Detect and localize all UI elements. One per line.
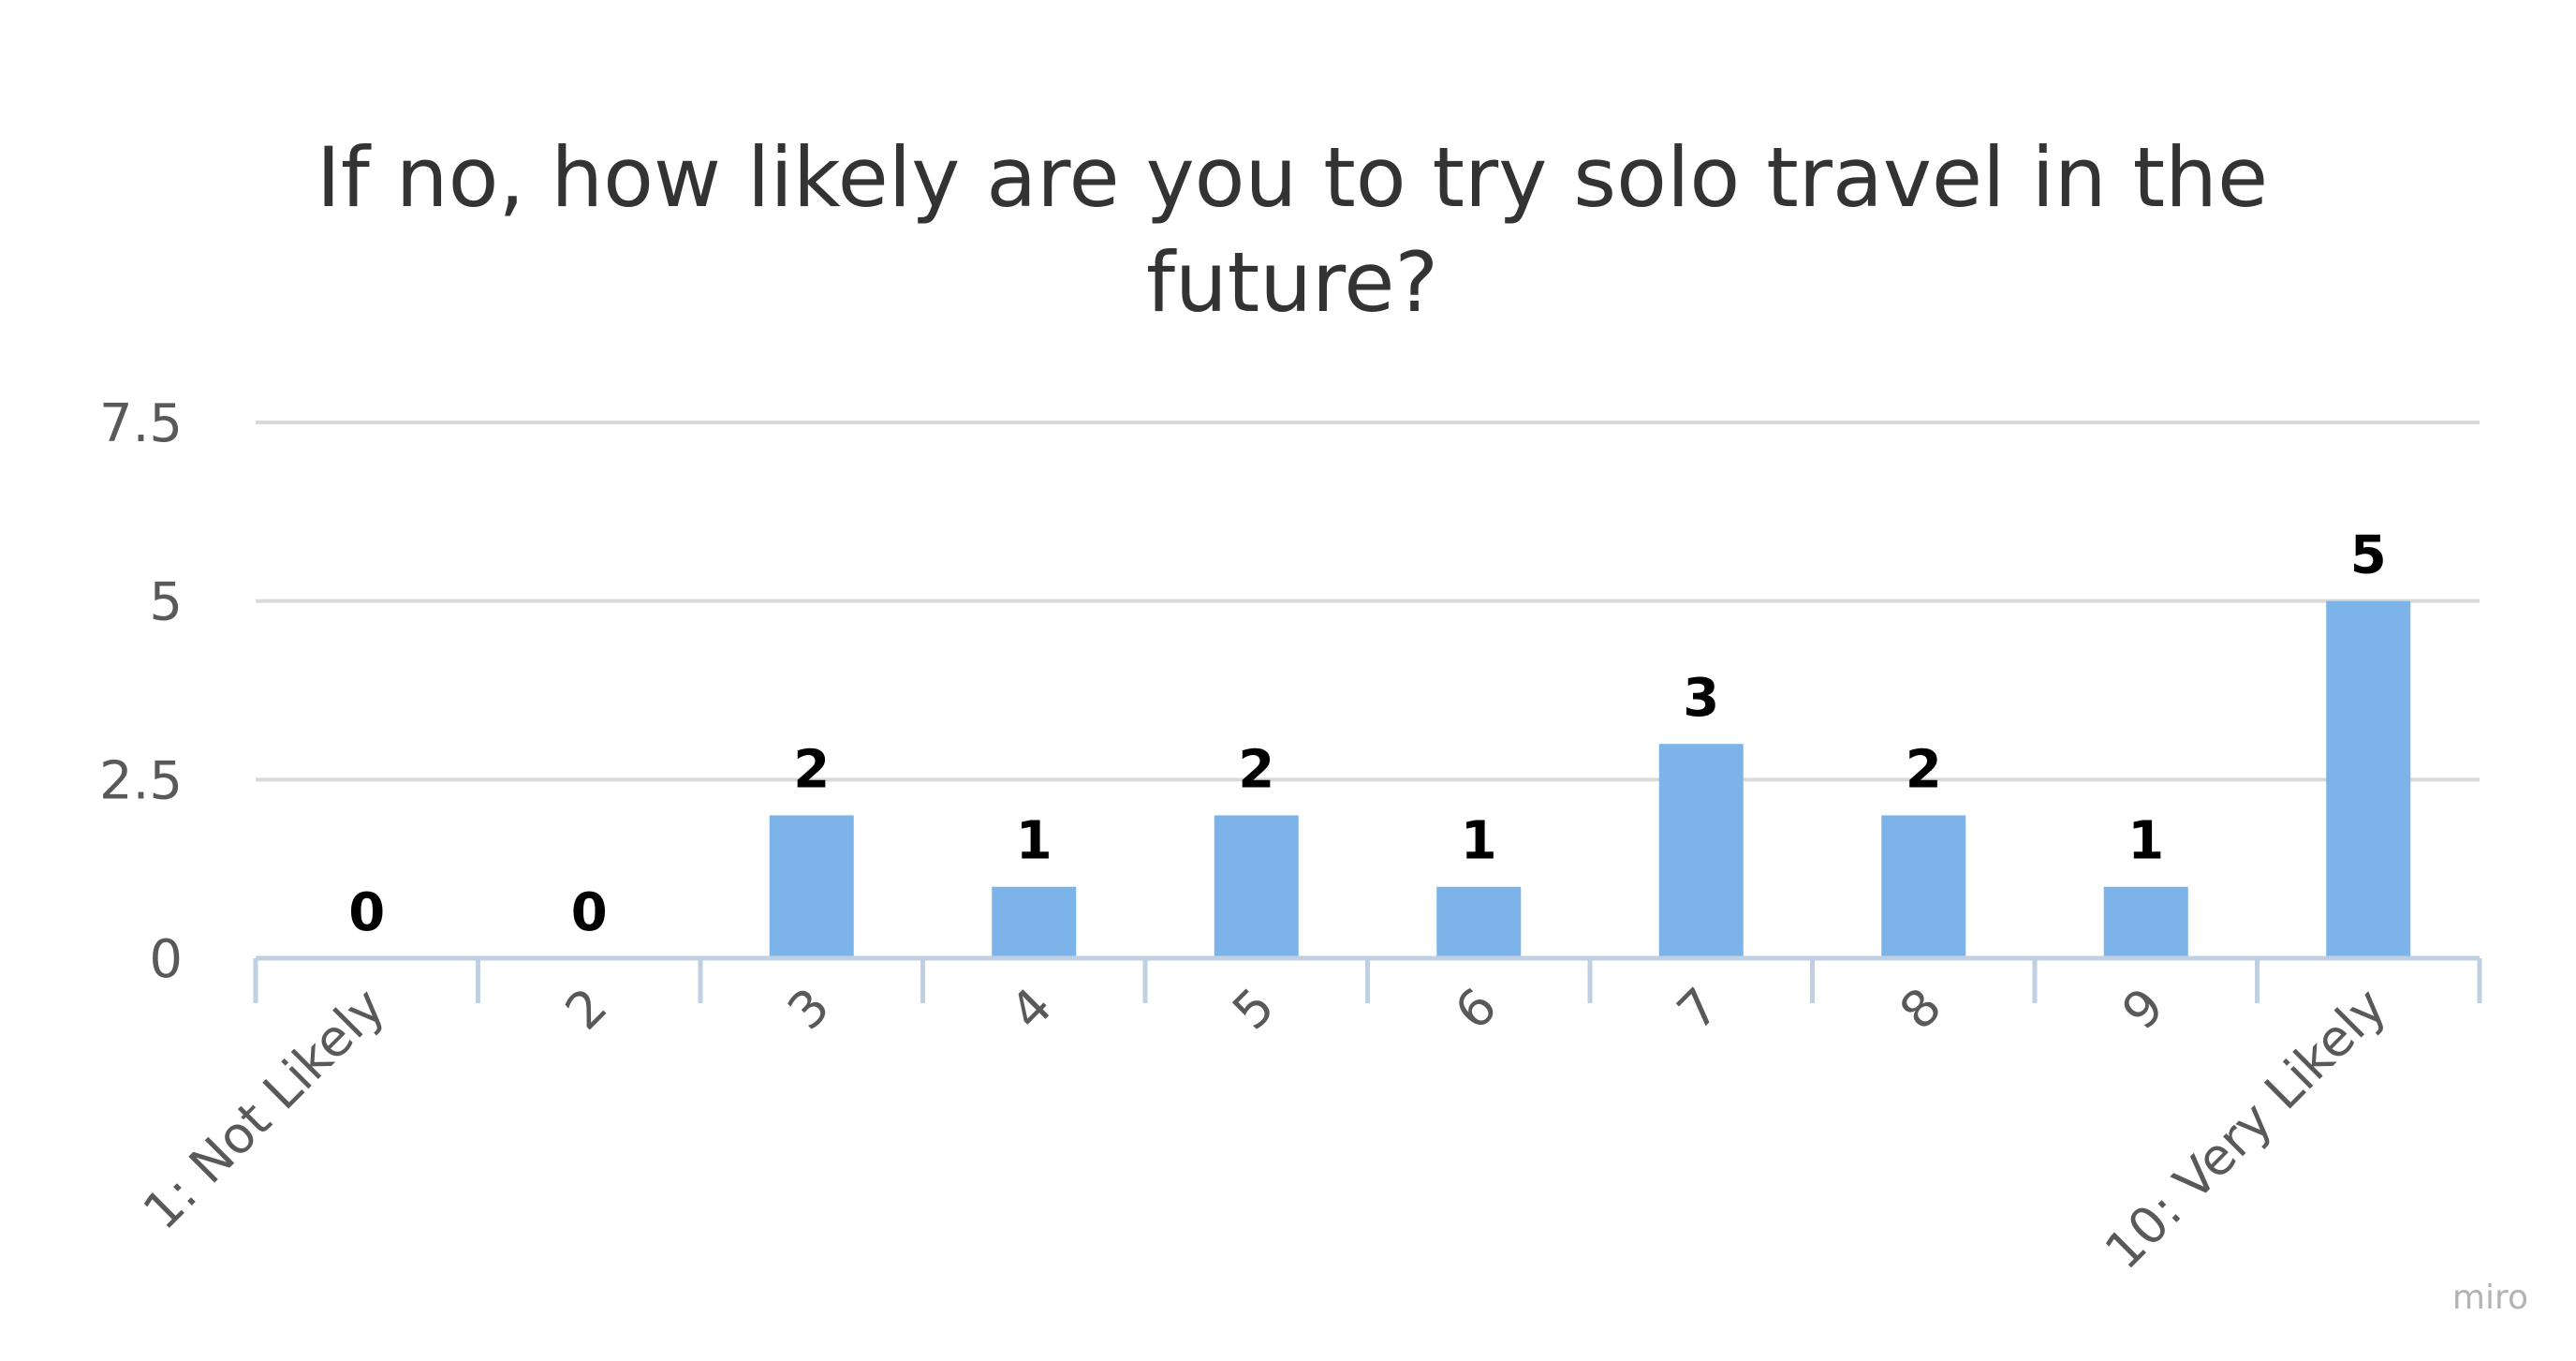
data-label: 1 xyxy=(2127,811,2164,872)
x-tick-label: 8 xyxy=(1889,977,1953,1042)
x-tick-label: 6 xyxy=(1444,977,1509,1042)
bars xyxy=(769,600,2411,958)
y-axis-ticks: 0 2.5 5 7.5 xyxy=(99,393,183,990)
y-tick-label: 0 xyxy=(149,929,183,990)
chart-title: If no, how likely are you to try solo tr… xyxy=(316,129,2268,331)
data-labels: 0 0 2 1 2 1 3 2 1 5 xyxy=(348,525,2386,943)
bar xyxy=(2103,886,2188,958)
bar xyxy=(1881,815,1966,958)
y-tick-label: 2.5 xyxy=(99,750,183,811)
chart-title-line-2: future? xyxy=(1146,234,1438,331)
bar xyxy=(769,815,854,958)
x-axis-tick-labels: 1: Not Likely 2 3 4 5 6 7 8 910: Very Likely xyxy=(132,977,2398,1281)
chart-title-line-1: If no, how likely are you to try solo tr… xyxy=(316,129,2268,226)
bar xyxy=(1436,886,1522,958)
x-tick-label: 7 xyxy=(1666,977,1730,1042)
bar xyxy=(1214,815,1299,958)
data-label: 0 xyxy=(348,882,385,943)
y-tick-label: 7.5 xyxy=(99,393,183,454)
data-label: 0 xyxy=(571,882,608,943)
data-label: 1 xyxy=(1461,811,1497,872)
data-label: 2 xyxy=(793,739,830,800)
x-tick-label: 3 xyxy=(776,977,841,1042)
x-tick-label: 5 xyxy=(1221,977,1286,1042)
x-tick-label: 2 xyxy=(554,977,619,1042)
data-label: 2 xyxy=(1238,739,1274,800)
miro-watermark: miro xyxy=(2452,1279,2528,1317)
data-label: 5 xyxy=(2350,525,2387,586)
bar xyxy=(992,886,1077,958)
data-label: 2 xyxy=(1906,739,1942,800)
x-axis xyxy=(253,955,2482,1003)
data-label: 1 xyxy=(1016,811,1052,872)
x-tick-label: 1: Not Likely xyxy=(132,977,396,1241)
x-tick-label: 9 xyxy=(2111,977,2175,1042)
y-tick-label: 5 xyxy=(149,572,183,633)
data-label: 3 xyxy=(1683,668,1719,729)
gridlines xyxy=(256,421,2480,782)
bar xyxy=(1658,744,1744,958)
x-tick-label: 4 xyxy=(999,977,1064,1042)
bar xyxy=(2326,600,2411,958)
